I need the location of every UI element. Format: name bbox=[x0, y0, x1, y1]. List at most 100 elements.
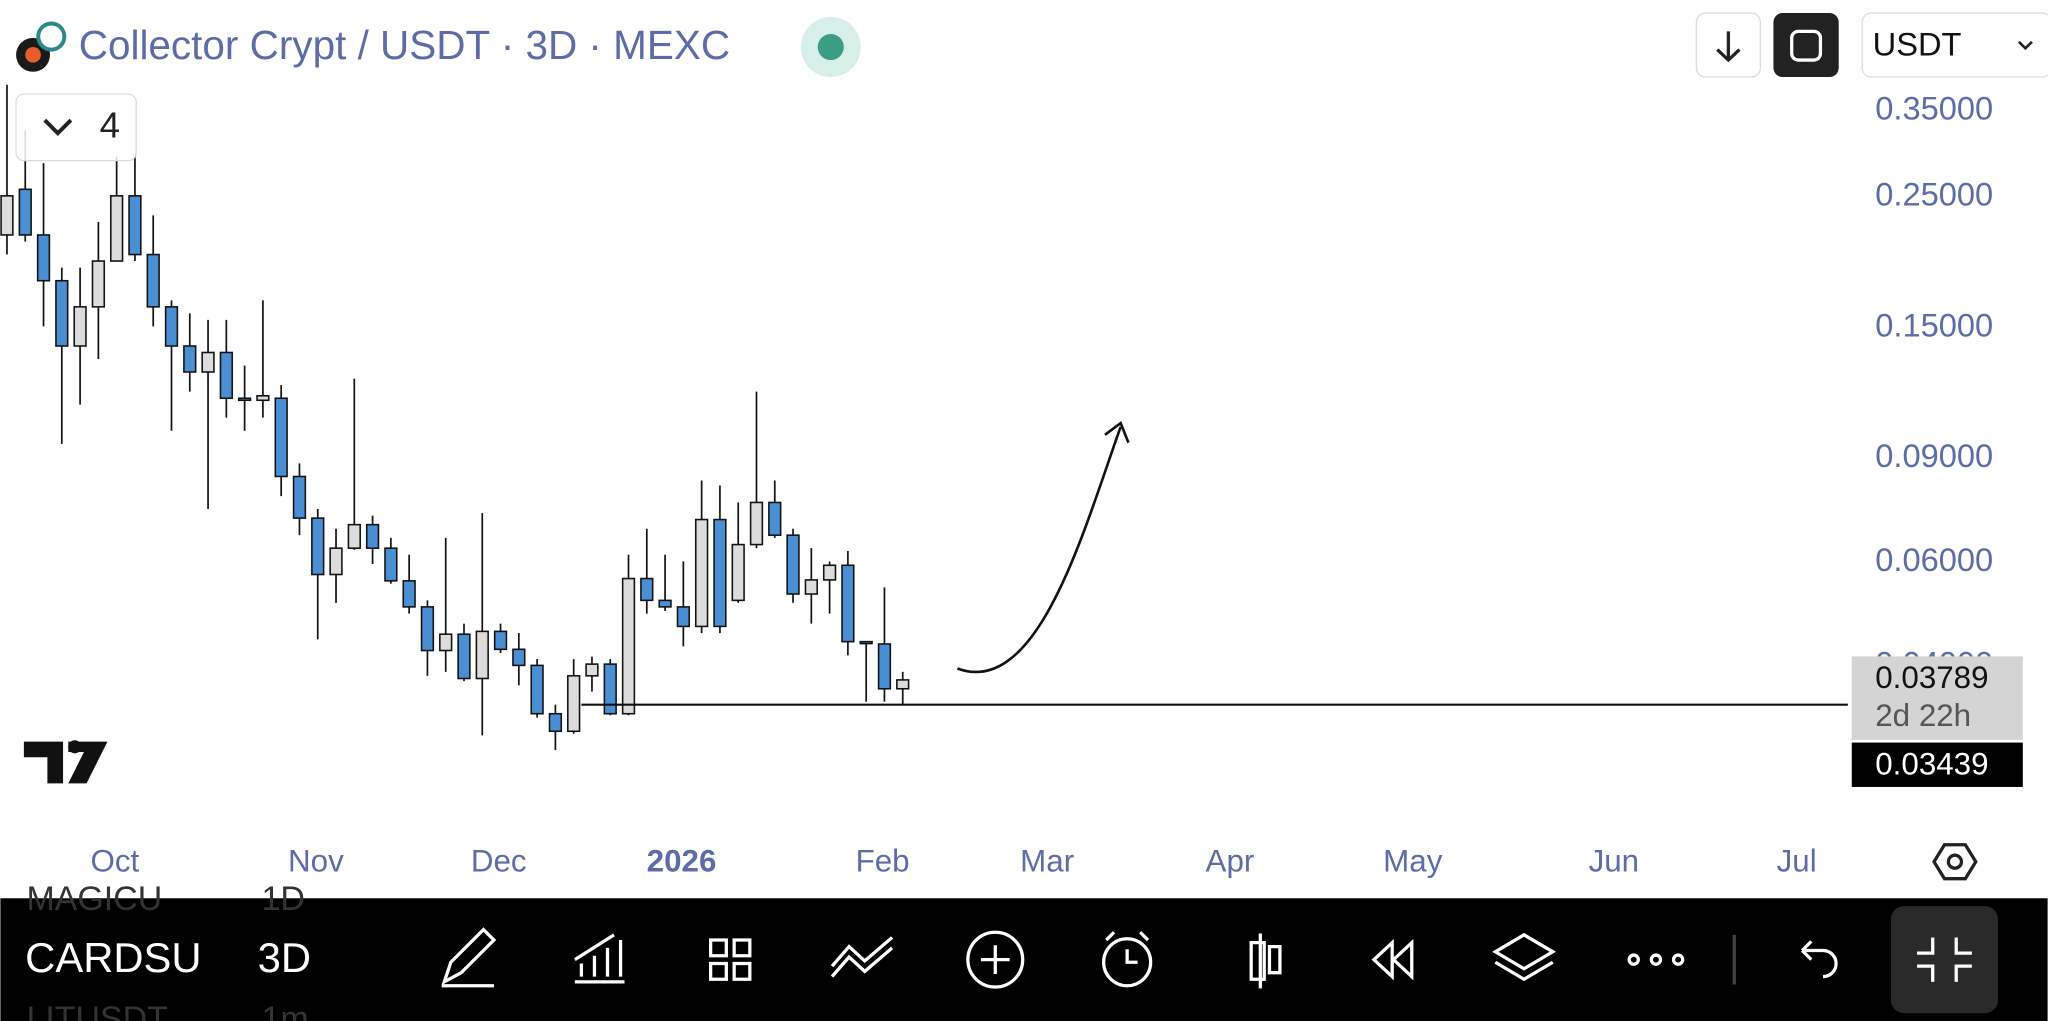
settings-icon-center bbox=[1946, 853, 1964, 870]
hidden-symbol: LITUSDT bbox=[27, 1000, 168, 1021]
currency-select[interactable] bbox=[1861, 12, 2048, 78]
x-tick-label: Oct bbox=[90, 843, 139, 878]
candle-body bbox=[822, 564, 837, 581]
candle-body bbox=[36, 234, 51, 282]
x-tick-label: Apr bbox=[1206, 843, 1255, 878]
more-dot[interactable] bbox=[1671, 953, 1685, 966]
candle-tool[interactable] bbox=[1249, 933, 1282, 989]
chart-title: Collector Crypt / USDT · 3D · MEXC bbox=[79, 22, 730, 68]
candle-body bbox=[201, 351, 215, 373]
status-dot[interactable] bbox=[817, 33, 844, 61]
candle-body bbox=[274, 397, 288, 478]
candle-body bbox=[91, 260, 106, 308]
candle-body bbox=[603, 663, 617, 715]
settings-icon[interactable] bbox=[1932, 843, 1978, 881]
y-tick-label: 0.09000 bbox=[1875, 437, 1993, 474]
candle-body bbox=[694, 518, 709, 628]
candle-body bbox=[859, 640, 873, 645]
indicator-count: 4 bbox=[100, 105, 120, 146]
candle-body bbox=[219, 351, 233, 400]
hidden-interval: 1D bbox=[262, 880, 305, 918]
candle-body bbox=[0, 195, 14, 236]
last-price-label: 0.03789 bbox=[1875, 660, 1988, 695]
x-tick-label: Mar bbox=[1020, 843, 1074, 878]
fullscreen-button[interactable] bbox=[1773, 13, 1839, 78]
candle-body bbox=[457, 633, 471, 680]
candle-body bbox=[18, 188, 32, 236]
layers-tool[interactable] bbox=[1492, 932, 1556, 982]
candle-body bbox=[877, 643, 892, 690]
toolbar-interval[interactable]: 3D bbox=[258, 934, 311, 981]
candle-body bbox=[164, 306, 179, 347]
candle-body bbox=[786, 534, 800, 595]
indicator-toggle[interactable] bbox=[15, 93, 137, 162]
hline-price-box bbox=[1851, 742, 2023, 787]
candle-body bbox=[183, 345, 197, 373]
y-tick-label: 0.35000 bbox=[1875, 90, 1993, 127]
countdown-label: 2d 22h bbox=[1875, 698, 1971, 733]
candle-body bbox=[109, 195, 124, 262]
y-tick-label: 0.06000 bbox=[1875, 541, 1993, 578]
hidden-symbol: MAGICU bbox=[27, 880, 163, 918]
add-tool[interactable] bbox=[966, 930, 1025, 989]
hidden-interval: 1m bbox=[262, 1000, 309, 1021]
candle-body bbox=[55, 279, 69, 347]
exchange-icon bbox=[36, 21, 67, 52]
candle-body bbox=[896, 679, 910, 690]
candle-body bbox=[493, 630, 508, 651]
drawn-arrow[interactable] bbox=[956, 420, 1130, 674]
candle-body bbox=[749, 501, 764, 546]
chevron bbox=[43, 118, 73, 136]
tv-logo bbox=[23, 741, 108, 784]
toolbar-icons bbox=[441, 927, 1838, 989]
candle-body bbox=[237, 397, 252, 402]
compare-tool[interactable] bbox=[830, 936, 894, 978]
candle-body bbox=[640, 577, 654, 602]
candle-body bbox=[420, 606, 435, 652]
currency-label: USDT bbox=[1873, 26, 1962, 63]
candle-body bbox=[731, 543, 745, 602]
candle-body bbox=[439, 633, 453, 652]
candle-body bbox=[402, 580, 416, 608]
hline-price-label: 0.03439 bbox=[1875, 746, 1988, 781]
candle-body bbox=[128, 195, 142, 256]
candle-body bbox=[768, 501, 782, 536]
more-dot[interactable] bbox=[1627, 953, 1640, 966]
candle-body bbox=[585, 663, 599, 677]
y-tick-label: 0.25000 bbox=[1875, 176, 1993, 213]
indicators-tool[interactable] bbox=[573, 933, 625, 984]
x-tick-label: Nov bbox=[288, 843, 344, 878]
candle-body bbox=[73, 306, 87, 347]
toolbar-symbol[interactable]: CARDSU bbox=[25, 934, 201, 981]
layouts-tool[interactable] bbox=[709, 938, 752, 981]
x-tick-label: Feb bbox=[856, 843, 910, 878]
symbol-icon-dot bbox=[25, 47, 41, 63]
candle-body bbox=[311, 517, 325, 576]
candle-body bbox=[621, 577, 636, 715]
candle-body bbox=[530, 664, 544, 715]
replay-tool[interactable] bbox=[1371, 938, 1414, 981]
x-tick-label: Jun bbox=[1589, 843, 1640, 878]
draw-tool[interactable] bbox=[441, 927, 497, 988]
candle-body bbox=[146, 253, 160, 308]
alert-icon bbox=[1105, 931, 1150, 964]
undo-tool[interactable] bbox=[1800, 940, 1838, 979]
candle-body bbox=[512, 648, 526, 667]
y-tick-label: 0.15000 bbox=[1875, 306, 1993, 343]
exit-fullscreen-button[interactable] bbox=[1890, 906, 1998, 1014]
plot: 0.040000.060000.090000.150000.250000.350… bbox=[0, 84, 1993, 878]
x-tick-label: Jul bbox=[1777, 843, 1817, 878]
more-dot[interactable] bbox=[1649, 953, 1663, 966]
candle-body bbox=[713, 518, 727, 628]
candle-body bbox=[475, 630, 489, 680]
candle-body bbox=[384, 547, 398, 582]
exit-fullscreen-icon bbox=[1917, 937, 1972, 982]
candle-body bbox=[804, 579, 818, 595]
candle-body bbox=[676, 606, 691, 628]
x-tick-label: Dec bbox=[471, 843, 527, 878]
alert-tool[interactable] bbox=[1102, 937, 1153, 988]
candle-body bbox=[658, 599, 672, 608]
